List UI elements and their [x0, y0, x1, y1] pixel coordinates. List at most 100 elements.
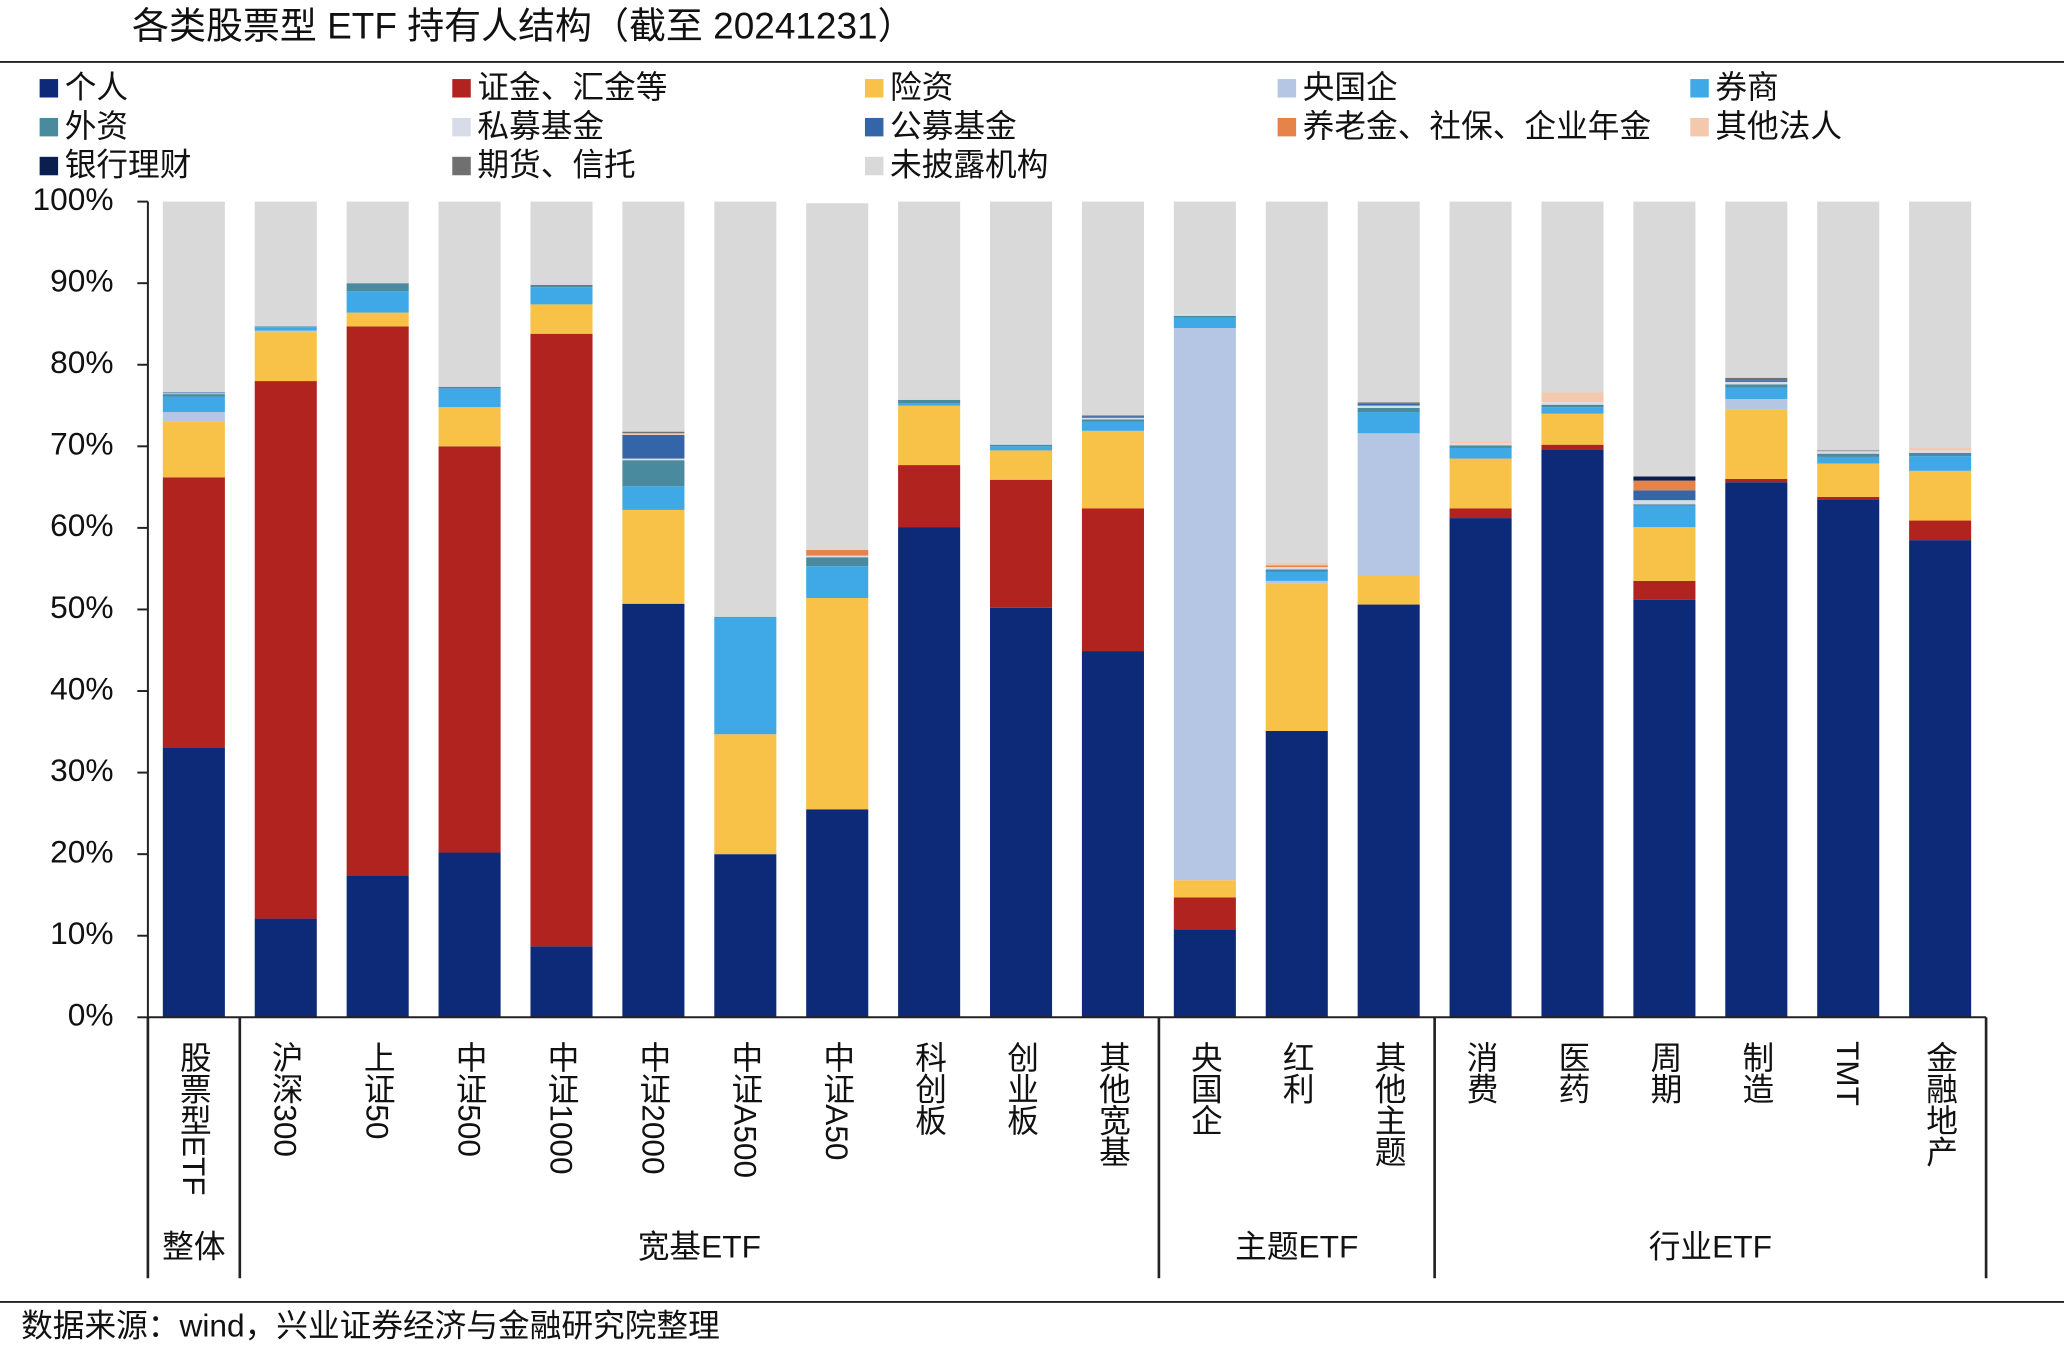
bar-segment — [1633, 580, 1696, 600]
bar-segment — [714, 734, 777, 855]
x-tick-label: 股票型ETF — [176, 1041, 212, 1196]
bar-segment — [1357, 402, 1420, 404]
bar-segment — [898, 405, 961, 466]
bar-segment — [1081, 416, 1144, 418]
bar-segment — [1173, 897, 1236, 930]
bar-segment — [806, 549, 869, 556]
legend-label: 险资 — [890, 69, 953, 105]
bar-segment — [530, 201, 593, 285]
bar-segment — [1725, 482, 1788, 1018]
legend-label: 证金、汇金等 — [477, 69, 667, 105]
bar-segment — [1725, 381, 1788, 385]
bar-segment — [1265, 571, 1328, 581]
y-tick-label: 70% — [50, 426, 113, 462]
bar-segment — [438, 388, 501, 408]
bar-segment — [1909, 452, 1972, 457]
legend-swatch — [1277, 79, 1297, 98]
bar-segment — [346, 201, 409, 284]
x-tick-label: 制造 — [1738, 1041, 1774, 1104]
legend-swatch — [864, 117, 884, 137]
bar-segment — [1081, 430, 1144, 509]
bar-segment — [162, 396, 225, 413]
bar-segment — [1633, 504, 1696, 506]
bar-segment — [1081, 651, 1144, 1018]
bar-segment — [254, 381, 317, 919]
bar-segment — [1357, 604, 1420, 1018]
bar-segment — [806, 809, 869, 1018]
bar-segment — [1173, 880, 1236, 898]
x-tick-label: 消费 — [1463, 1041, 1499, 1105]
bar-segment — [1541, 201, 1604, 393]
bar-segment — [1081, 508, 1144, 652]
legend-label: 其他法人 — [1715, 108, 1842, 144]
bar-segment — [1449, 441, 1512, 444]
bar-segment — [1725, 201, 1788, 378]
x-tick-label: 其他宽基 — [1095, 1041, 1131, 1167]
bar-segment — [438, 407, 501, 447]
bar-segment — [1265, 562, 1328, 566]
legend-swatch — [864, 156, 884, 176]
bar-segment — [622, 460, 685, 487]
x-tick-label: 央国企 — [1187, 1041, 1223, 1136]
bar-segment — [714, 616, 777, 618]
bar-segment — [990, 443, 1053, 445]
legend-label: 银行理财 — [65, 147, 192, 183]
bar-segment — [254, 327, 317, 331]
legend-label: 养老金、社保、企业年金 — [1303, 108, 1651, 144]
bar-segment — [1357, 412, 1420, 434]
bar-segment — [1541, 402, 1604, 405]
bar-segment — [1081, 417, 1144, 420]
bar-segment — [438, 386, 501, 389]
bar-segment — [254, 326, 317, 328]
legend-label: 公募基金 — [890, 108, 1017, 144]
bar-segment — [1633, 480, 1696, 491]
bar-segment — [990, 479, 1053, 608]
group-label: 宽基ETF — [638, 1229, 761, 1265]
bar-segment — [1817, 453, 1880, 457]
x-tick-label: 中证A50 — [819, 1041, 855, 1161]
legend-swatch — [1277, 117, 1297, 137]
legend-label: 期货、信托 — [477, 147, 635, 183]
group-label: 行业ETF — [1649, 1229, 1772, 1265]
bar-segment — [346, 312, 409, 327]
x-tick-label: 周期 — [1646, 1041, 1682, 1104]
y-tick-label: 50% — [50, 589, 113, 625]
bar-segment — [990, 446, 1053, 451]
bar-segment — [622, 603, 685, 1018]
bar-segment — [622, 433, 685, 435]
bar-segment — [254, 330, 317, 333]
bar-segment — [1541, 449, 1604, 1018]
bar-segment — [806, 203, 869, 550]
bar-segment — [1633, 500, 1696, 505]
legend-swatch — [39, 79, 59, 98]
y-tick-label: 60% — [50, 507, 113, 543]
bar-segment — [254, 918, 317, 1018]
bar-segment — [1265, 201, 1328, 563]
bar-segment — [622, 431, 685, 434]
bar-segment — [1725, 478, 1788, 483]
bar-segment — [162, 393, 225, 395]
bar-segment — [1817, 456, 1880, 464]
bar-segment — [1449, 445, 1512, 448]
bar-segment — [1357, 407, 1420, 413]
legend-label: 个人 — [65, 69, 128, 105]
bar-segment — [1633, 201, 1696, 477]
bar-segment — [714, 854, 777, 1018]
bar-segment — [990, 444, 1053, 447]
bar-segment — [714, 201, 777, 617]
source-note: 数据来源：wind，兴业证券经济与金融研究院整理 — [21, 1308, 720, 1344]
legend-label: 未披露机构 — [890, 147, 1048, 183]
bar-segment — [1725, 384, 1788, 388]
x-tick-label: 创业板 — [1003, 1041, 1039, 1136]
bar-segment — [1081, 419, 1144, 422]
bar-segment — [1081, 421, 1144, 431]
bar-segment — [1357, 576, 1420, 605]
bar-segment — [898, 399, 961, 404]
bar-segment — [1633, 490, 1696, 501]
legend-label: 央国企 — [1303, 69, 1398, 105]
bar-segment — [254, 332, 317, 382]
bar-segment — [162, 394, 225, 397]
bar-segment — [1633, 505, 1696, 528]
bar-segment — [1725, 377, 1788, 381]
bar-segment — [1081, 201, 1144, 416]
